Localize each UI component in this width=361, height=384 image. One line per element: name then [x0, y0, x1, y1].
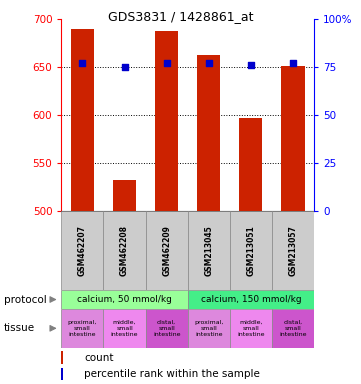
Text: proximal,
small
intestine: proximal, small intestine	[68, 320, 97, 337]
Bar	[113, 180, 136, 211]
Bar	[188, 309, 230, 348]
Point	[206, 60, 212, 66]
Bar	[145, 309, 188, 348]
Bar	[155, 31, 178, 211]
Point	[290, 60, 296, 66]
Bar	[61, 290, 188, 309]
Text: calcium, 50 mmol/kg: calcium, 50 mmol/kg	[77, 295, 172, 304]
Bar	[230, 211, 272, 290]
Bar	[145, 211, 188, 290]
Bar	[197, 55, 220, 211]
Text: GSM462208: GSM462208	[120, 225, 129, 276]
Bar	[188, 290, 314, 309]
Bar	[188, 211, 230, 290]
Bar	[104, 309, 145, 348]
Bar	[272, 309, 314, 348]
Point	[164, 60, 170, 66]
Text: distal,
small
intestine: distal, small intestine	[153, 320, 180, 337]
Text: count: count	[84, 353, 114, 363]
Text: calcium, 150 mmol/kg: calcium, 150 mmol/kg	[201, 295, 301, 304]
Bar	[61, 309, 104, 348]
Text: distal,
small
intestine: distal, small intestine	[279, 320, 307, 337]
Text: GSM213045: GSM213045	[204, 225, 213, 276]
Bar	[272, 211, 314, 290]
Text: proximal,
small
intestine: proximal, small intestine	[194, 320, 223, 337]
Bar	[239, 118, 262, 211]
Text: GSM213057: GSM213057	[288, 225, 297, 276]
Text: GDS3831 / 1428861_at: GDS3831 / 1428861_at	[108, 10, 253, 23]
Text: middle,
small
intestine: middle, small intestine	[237, 320, 265, 337]
Point	[248, 62, 254, 68]
Text: tissue: tissue	[4, 323, 35, 333]
Bar	[104, 211, 145, 290]
Bar	[282, 66, 305, 211]
Bar	[61, 367, 63, 380]
Text: protocol: protocol	[4, 295, 46, 305]
Text: middle,
small
intestine: middle, small intestine	[111, 320, 138, 337]
Text: percentile rank within the sample: percentile rank within the sample	[84, 369, 260, 379]
Text: GSM462207: GSM462207	[78, 225, 87, 276]
Bar	[61, 351, 63, 364]
Bar	[71, 29, 94, 211]
Text: GSM213051: GSM213051	[247, 225, 255, 276]
Bar	[230, 309, 272, 348]
Text: GSM462209: GSM462209	[162, 225, 171, 276]
Bar	[61, 211, 104, 290]
Point	[122, 64, 127, 70]
Point	[79, 60, 85, 66]
